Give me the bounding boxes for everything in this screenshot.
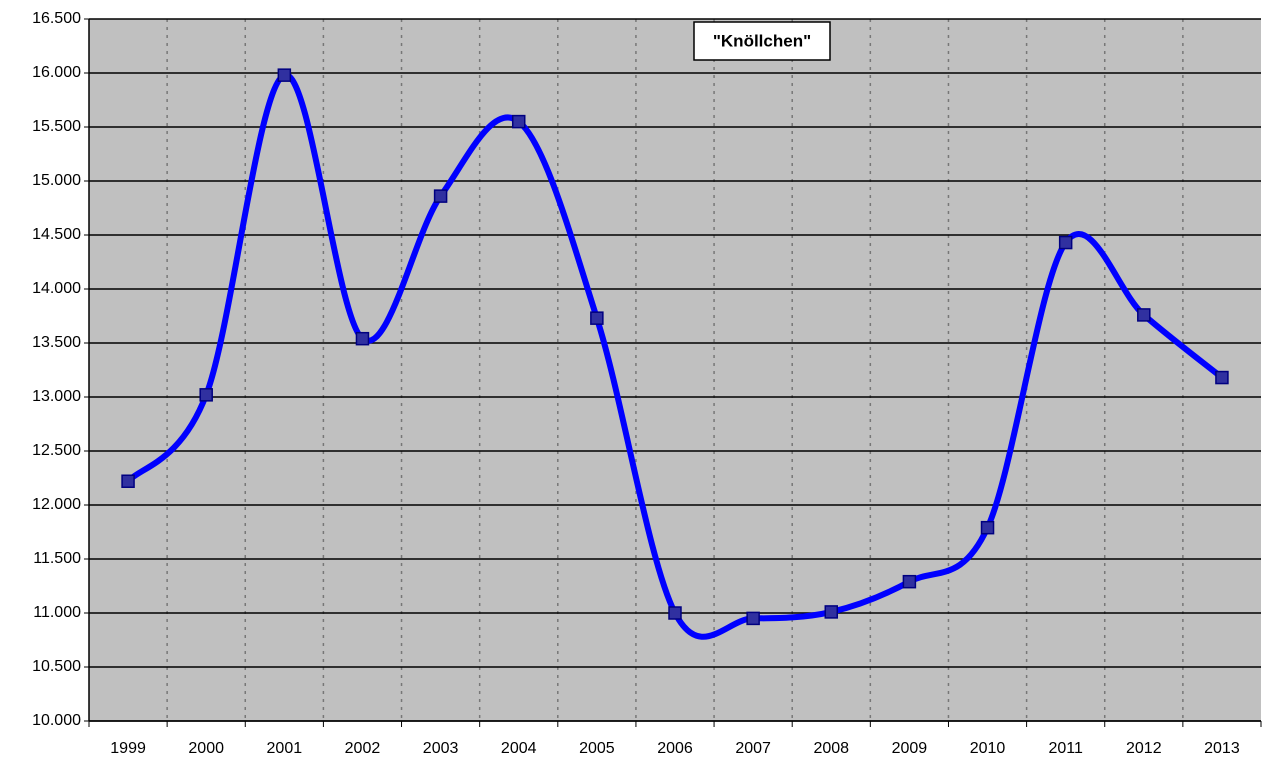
- x-tick-label: 2009: [892, 740, 928, 757]
- x-tick-label: 2007: [735, 740, 771, 757]
- y-tick-label: 11.000: [33, 604, 81, 621]
- x-tick-label: 1999: [110, 740, 146, 757]
- plot-area: [89, 19, 1261, 721]
- point-marker: [355, 331, 370, 346]
- y-tick-label: 10.000: [32, 712, 81, 729]
- point-marker: [1215, 370, 1229, 385]
- point-marker: [1137, 308, 1151, 322]
- x-tick-label: 2011: [1048, 740, 1083, 757]
- point-marker: [511, 114, 526, 129]
- point-marker: [980, 520, 995, 535]
- x-tick-label: 2005: [579, 740, 615, 757]
- y-tick-label: 10.500: [32, 658, 81, 675]
- x-tick-label: 2006: [657, 740, 693, 757]
- x-tick-label: 2003: [423, 740, 459, 757]
- y-tick-label: 12.000: [32, 496, 81, 513]
- y-tick-label: 16.500: [32, 10, 81, 27]
- point-marker: [668, 606, 682, 620]
- x-tick-label: 2013: [1204, 740, 1240, 757]
- y-tick-label: 15.000: [32, 172, 81, 189]
- y-tick-label: 13.000: [32, 388, 81, 405]
- x-tick-label: 2001: [267, 740, 303, 757]
- title-box: [693, 21, 831, 61]
- point-marker: [824, 605, 839, 619]
- x-tick-label: 2008: [813, 740, 849, 757]
- y-tick-label: 15.500: [32, 118, 81, 135]
- y-tick-label: 12.500: [32, 442, 81, 459]
- y-tick-label: 11.500: [33, 550, 81, 567]
- x-tick-label: 2010: [970, 740, 1006, 757]
- x-tick-label: 2012: [1126, 740, 1162, 757]
- point-marker: [1058, 235, 1073, 250]
- point-marker: [277, 68, 292, 82]
- point-marker: [121, 474, 135, 488]
- x-tick-label: 2002: [345, 740, 381, 757]
- y-tick-label: 14.000: [32, 280, 81, 297]
- y-tick-label: 13.500: [32, 334, 81, 351]
- x-tick-label: 2004: [501, 740, 537, 757]
- point-marker: [199, 388, 213, 402]
- point-marker: [590, 311, 604, 325]
- y-tick-label: 14.500: [32, 226, 81, 243]
- point-marker: [433, 189, 448, 203]
- x-tick-label: 2000: [188, 740, 224, 757]
- point-marker: [746, 611, 760, 626]
- chart-title: "Knöllchen": [713, 31, 811, 50]
- y-tick-label: 16.000: [32, 64, 81, 81]
- point-marker: [902, 574, 917, 589]
